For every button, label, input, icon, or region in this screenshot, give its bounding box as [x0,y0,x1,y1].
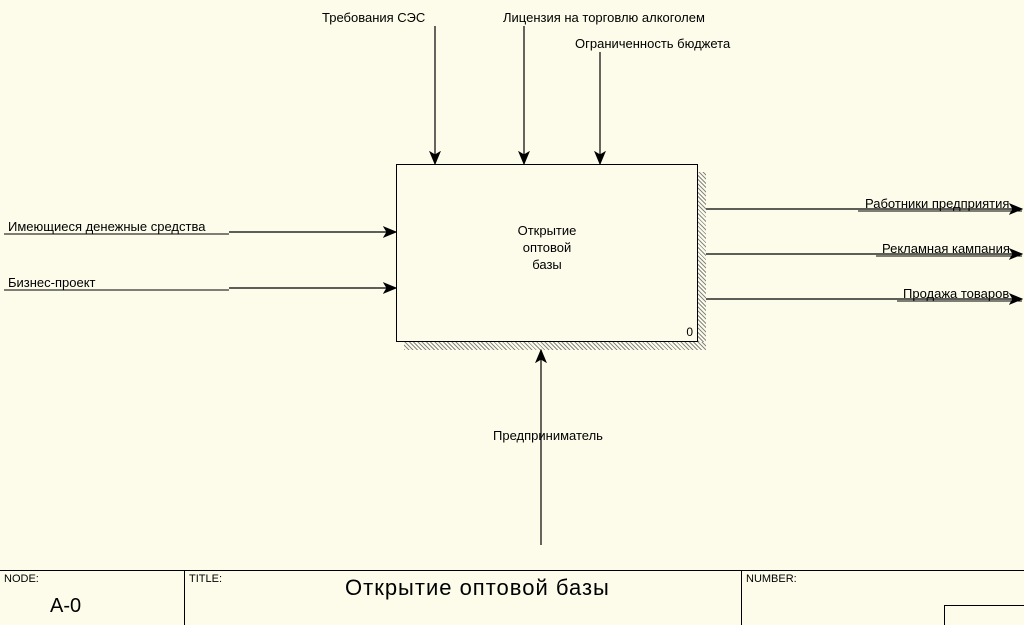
control-label-2: Ограниченность бюджета [575,36,730,51]
tb-node-value: A-0 [50,595,81,618]
activity-box: Открытие оптовой базы 0 [396,164,698,342]
input-label-1: Бизнес-проект [8,275,96,290]
tb-title-value: Открытие оптовой базы [345,575,610,601]
diagram-canvas: Открытие оптовой базы 0 Требования СЭС Ли… [0,0,1024,625]
tb-title-label: TITLE: [189,573,222,585]
title-block: NODE: A-0 TITLE: Открытие оптовой базы N… [0,570,1024,625]
tb-title-cell: TITLE: Открытие оптовой базы [185,571,742,625]
output-label-1: Рекламная кампания [882,241,1010,256]
box-shadow-right [698,172,706,350]
control-label-0: Требования СЭС [322,10,425,25]
tb-node-label: NODE: [4,573,39,585]
corner-box [944,605,1024,625]
mechanism-label-0: Предприниматель [493,428,603,443]
control-label-1: Лицензия на торговлю алкоголем [503,10,705,25]
tb-number-cell: NUMBER: [742,571,1024,625]
tb-number-label: NUMBER: [746,573,797,585]
output-label-0: Работники предприятия [865,196,1009,211]
box-number: 0 [686,325,693,339]
output-label-2: Продажа товаров [903,286,1009,301]
box-label-line3: базы [532,257,562,272]
input-label-0: Имеющиеся денежные средства [8,219,205,234]
box-label-line1: Открытие [518,223,577,238]
box-label-line2: оптовой [523,240,572,255]
box-shadow-bottom [404,342,706,350]
tb-node-cell: NODE: A-0 [0,571,185,625]
